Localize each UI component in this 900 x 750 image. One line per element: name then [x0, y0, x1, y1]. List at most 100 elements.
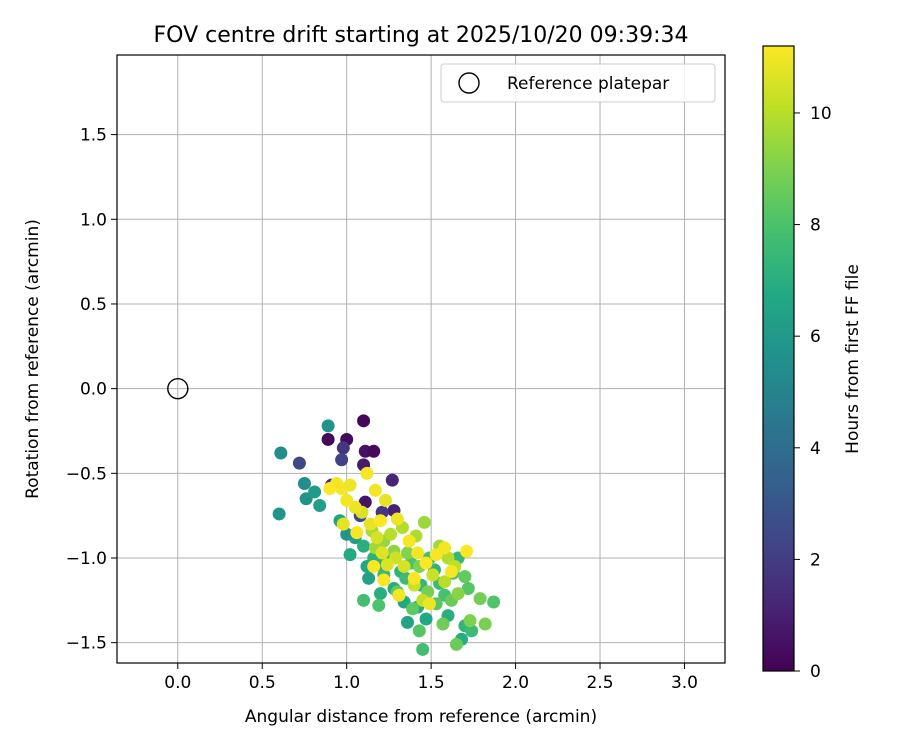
scatter-point: [358, 495, 372, 509]
scatter-point: [385, 473, 399, 487]
scatter-point: [461, 581, 475, 595]
scatter-point: [458, 570, 472, 584]
y-tick-label: −1.5: [66, 634, 107, 654]
scatter-point: [465, 624, 479, 638]
x-tick-label: 0.5: [249, 673, 276, 693]
scatter-point: [357, 414, 371, 428]
x-tick-label: 1.0: [333, 673, 360, 693]
scatter-point: [368, 483, 382, 497]
x-tick-label: 3.0: [671, 673, 698, 693]
scatter-point: [308, 485, 322, 499]
scatter-point: [363, 517, 377, 531]
scatter-point: [438, 575, 452, 589]
scatter-point: [444, 565, 458, 579]
scatter-point: [377, 573, 391, 587]
scatter-point: [272, 507, 286, 521]
legend-box: [440, 63, 716, 103]
scatter-point: [321, 419, 335, 433]
scatter-point: [436, 617, 450, 631]
colorbar-tick-label: 0: [810, 662, 821, 682]
scatter-point: [350, 526, 364, 540]
y-tick-label: 1.5: [80, 126, 107, 146]
scatter-point: [460, 544, 474, 558]
scatter-point: [426, 568, 440, 582]
scatter-point: [292, 456, 306, 470]
legend-marker-reference: [458, 72, 480, 94]
x-tick-label: 2.5: [586, 673, 613, 693]
scatter-point: [463, 614, 477, 628]
scatter-point: [335, 453, 349, 467]
scatter-point: [373, 587, 387, 601]
scatter-point: [336, 441, 350, 455]
scatter-point: [360, 466, 374, 480]
scatter-point: [451, 587, 465, 601]
scatter-point: [357, 539, 371, 553]
scatter-point: [478, 617, 492, 631]
legend-label-reference: Reference platepar: [507, 74, 669, 94]
colorbar-ticks: 0 2 4 6 8 10: [794, 104, 832, 682]
y-tick-label: 1.0: [80, 210, 107, 230]
scatter-point: [384, 527, 398, 541]
scatter-point: [392, 588, 406, 602]
scatter-point: [419, 556, 433, 570]
grid-lines: [117, 55, 725, 663]
scatter-point: [375, 546, 389, 560]
scatter-point: [343, 478, 357, 492]
legend: Reference platepar: [440, 63, 716, 103]
scatter-point: [400, 615, 414, 629]
colorbar-tick-label: 2: [810, 550, 821, 570]
scatter-point: [340, 493, 354, 507]
x-tick-label: 0.0: [164, 673, 191, 693]
scatter-point: [412, 624, 426, 638]
scatter-point: [367, 559, 381, 573]
y-axis-ticks: −1.5 −1.0 −0.5 0.0 0.5 1.0 1.5: [66, 126, 117, 654]
scatter-point: [336, 517, 350, 531]
scatter-point: [357, 593, 371, 607]
y-axis-label: Rotation from reference (arcmin): [23, 219, 43, 499]
colorbar-tick-label: 10: [810, 104, 832, 124]
scatter-point: [379, 493, 393, 507]
data-points: [272, 414, 501, 656]
colorbar-tick-label: 6: [810, 327, 821, 347]
scatter-point: [402, 534, 416, 548]
scatter-point: [487, 595, 501, 609]
scatter-point: [380, 558, 394, 572]
scatter-point: [406, 602, 420, 616]
scatter-point: [473, 592, 487, 606]
scatter-point: [419, 612, 433, 626]
y-tick-label: 0.5: [80, 295, 107, 315]
scatter-point: [373, 514, 387, 528]
y-tick-label: 0.0: [80, 380, 107, 400]
colorbar-tick-label: 4: [810, 439, 821, 459]
scatter-point: [438, 541, 452, 555]
x-tick-label: 1.5: [418, 673, 445, 693]
y-tick-label: −0.5: [66, 464, 107, 484]
scatter-point: [390, 512, 404, 526]
x-axis-label: Angular distance from reference (arcmin): [245, 707, 597, 727]
reference-marker-group: [167, 377, 189, 400]
reference-platepar-marker: [167, 377, 189, 400]
plot-frame: [116, 54, 726, 664]
scatter-point: [397, 559, 411, 573]
scatter-point: [297, 476, 311, 490]
x-tick-label: 2.0: [502, 673, 529, 693]
colorbar: [762, 45, 795, 672]
scatter-point: [323, 482, 337, 496]
scatter-point: [321, 432, 335, 446]
scatter-point: [411, 546, 425, 560]
scatter-point: [400, 546, 414, 560]
scatter-point: [449, 637, 463, 651]
colorbar-label: Hours from first FF file: [843, 264, 863, 454]
y-tick-label: −1.0: [66, 549, 107, 569]
scatter-point: [313, 498, 327, 512]
scatter-point: [417, 515, 431, 529]
scatter-point: [274, 446, 288, 460]
scatter-point: [416, 642, 430, 656]
scatter-point: [407, 571, 421, 585]
scatter-point: [343, 548, 357, 562]
scatter-point: [372, 598, 386, 612]
scatter-point: [362, 571, 376, 585]
colorbar-tick-label: 8: [810, 216, 821, 236]
scatter-point: [367, 444, 381, 458]
